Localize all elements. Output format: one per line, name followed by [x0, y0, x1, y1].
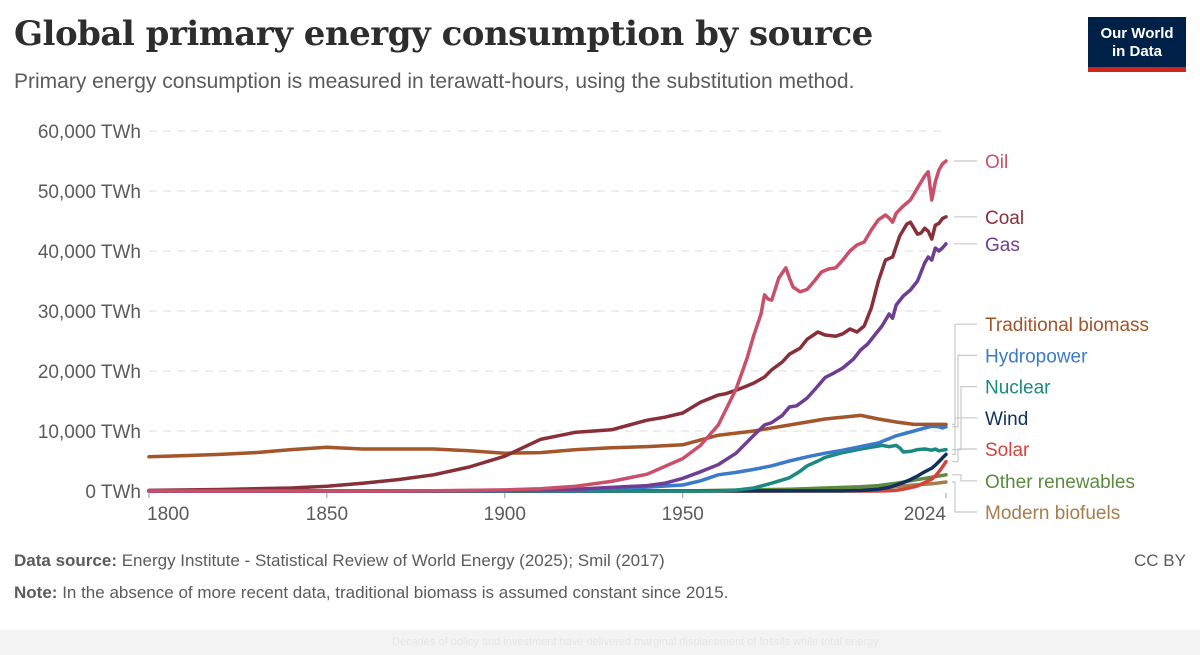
y-tick-label: 20,000 TWh	[38, 362, 141, 383]
y-tick-label: 40,000 TWh	[38, 242, 141, 263]
series-line-nuclear[interactable]	[147, 443, 948, 493]
note-line: Note: In the absence of more recent data…	[14, 583, 728, 603]
series-lines	[147, 159, 948, 493]
data-source-label: Data source:	[14, 551, 117, 570]
y-tick-label: 10,000 TWh	[38, 422, 141, 443]
note-label: Note:	[14, 583, 58, 602]
caption-bar: Decades of policy and investment have de…	[0, 630, 1200, 655]
line-chart: 0 TWh 10,000 TWh 20,000 TWh 30,000 TWh 40,00…	[38, 122, 1149, 525]
y-tick-label: 0 TWh	[85, 482, 141, 503]
series-line-oil[interactable]	[147, 159, 948, 493]
gridlines	[149, 130, 946, 432]
series-line-traditional-biomass[interactable]	[147, 413, 948, 459]
x-tick-label: 2024	[904, 504, 947, 525]
note-text: In the absence of more recent data, trad…	[62, 583, 729, 602]
data-source-text[interactable]: Energy Institute - Statistical Review of…	[121, 551, 665, 570]
legend-label-other-renewables[interactable]: Other renewables	[985, 472, 1135, 493]
chart-title: Global primary energy consumption by sou…	[14, 14, 873, 54]
our-world-in-data-logo[interactable]: Our World in Data	[1088, 17, 1186, 72]
series-line-coal[interactable]	[147, 215, 948, 493]
series-line-wind[interactable]	[147, 452, 948, 493]
y-tick-label: 60,000 TWh	[38, 122, 141, 143]
legend-connector	[952, 474, 977, 482]
legend-label-wind[interactable]: Wind	[985, 409, 1028, 430]
legend-connector	[952, 417, 977, 455]
license-link[interactable]: CC BY	[1134, 551, 1186, 570]
legend-label-nuclear[interactable]: Nuclear	[985, 378, 1051, 399]
x-tick-label: 1900	[484, 504, 526, 525]
legend-label-oil[interactable]: Oil	[985, 152, 1008, 173]
caption-text: Decades of policy and investment have de…	[392, 636, 879, 648]
legend-connector	[952, 481, 977, 513]
legend: Oil Coal Gas Traditional biomass Hydropower N…	[952, 152, 1149, 524]
legend-label-hydropower[interactable]: Hydropower	[985, 346, 1088, 367]
x-axis-ticks: 1800 1850 1900 1950 2024	[147, 493, 947, 525]
series-line-solar[interactable]	[147, 459, 948, 493]
chart-subtitle: Primary energy consumption is measured i…	[14, 70, 855, 93]
x-tick-label: 1950	[662, 504, 704, 525]
x-tick-label: 1850	[306, 504, 348, 525]
data-source-line: Data source: Energy Institute - Statisti…	[14, 551, 665, 571]
series-line-gas[interactable]	[147, 242, 948, 493]
logo-line-1: Our World	[1100, 25, 1174, 42]
legend-connector	[952, 354, 977, 428]
legend-connector	[952, 448, 977, 463]
legend-label-gas[interactable]: Gas	[985, 235, 1020, 256]
y-tick-label: 30,000 TWh	[38, 302, 141, 323]
legend-label-solar[interactable]: Solar	[985, 440, 1030, 461]
legend-connector	[952, 323, 977, 425]
logo-line-2: in Data	[1111, 43, 1162, 60]
y-tick-label: 50,000 TWh	[38, 182, 141, 203]
legend-label-modern-biofuels[interactable]: Modern biofuels	[985, 503, 1120, 524]
legend-label-traditional-biomass[interactable]: Traditional biomass	[985, 315, 1149, 336]
y-axis-ticks: 0 TWh 10,000 TWh 20,000 TWh 30,000 TWh 40,00…	[38, 122, 141, 503]
x-tick-label: 1800	[147, 504, 189, 525]
legend-label-coal[interactable]: Coal	[985, 208, 1024, 229]
